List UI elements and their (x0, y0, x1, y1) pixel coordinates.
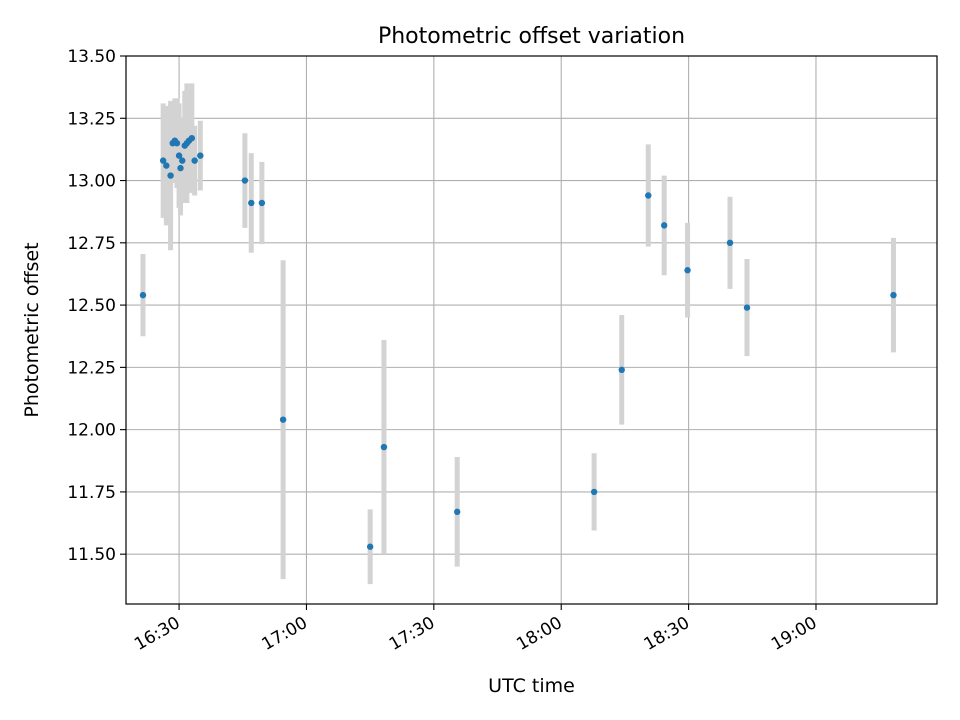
data-point (726, 239, 734, 247)
y-tick-label: 13.25 (67, 109, 116, 129)
chart-title: Photometric offset variation (378, 24, 685, 49)
data-point (197, 152, 204, 159)
data-point (248, 199, 255, 207)
y-tick-label: 11.75 (67, 483, 116, 503)
data-point (191, 157, 198, 164)
data-point (645, 192, 652, 199)
data-point (159, 157, 167, 164)
data-point (175, 152, 183, 159)
y-tick-label: 12.00 (67, 421, 116, 441)
data-point (743, 304, 751, 311)
data-point (684, 267, 691, 274)
data-point (167, 172, 174, 179)
data-point (258, 199, 266, 207)
data-point (188, 135, 196, 142)
data-point (177, 164, 184, 172)
data-point (241, 177, 249, 184)
y-tick-label: 13.50 (67, 47, 116, 67)
y-tick-label: 12.50 (67, 296, 116, 316)
y-axis-label: Photometric offset (21, 242, 43, 417)
data-point (163, 162, 170, 169)
data-point (618, 366, 625, 374)
data-point (660, 222, 668, 229)
y-tick-label: 12.75 (67, 234, 116, 254)
data-points (139, 135, 897, 550)
data-point (453, 508, 461, 516)
data-point (590, 488, 598, 496)
x-axis-label: UTC time (488, 675, 575, 697)
data-point (139, 291, 147, 299)
y-tick-label: 13.00 (67, 172, 116, 192)
data-point (173, 139, 181, 147)
data-point (366, 543, 374, 550)
y-tick-label: 12.25 (67, 358, 116, 378)
y-tick-label: 11.50 (67, 545, 116, 565)
data-point (179, 157, 186, 164)
data-point (890, 291, 897, 299)
plot-frame (125, 55, 938, 605)
data-point (279, 416, 287, 423)
plot-area (126, 56, 937, 604)
data-point (380, 443, 388, 451)
